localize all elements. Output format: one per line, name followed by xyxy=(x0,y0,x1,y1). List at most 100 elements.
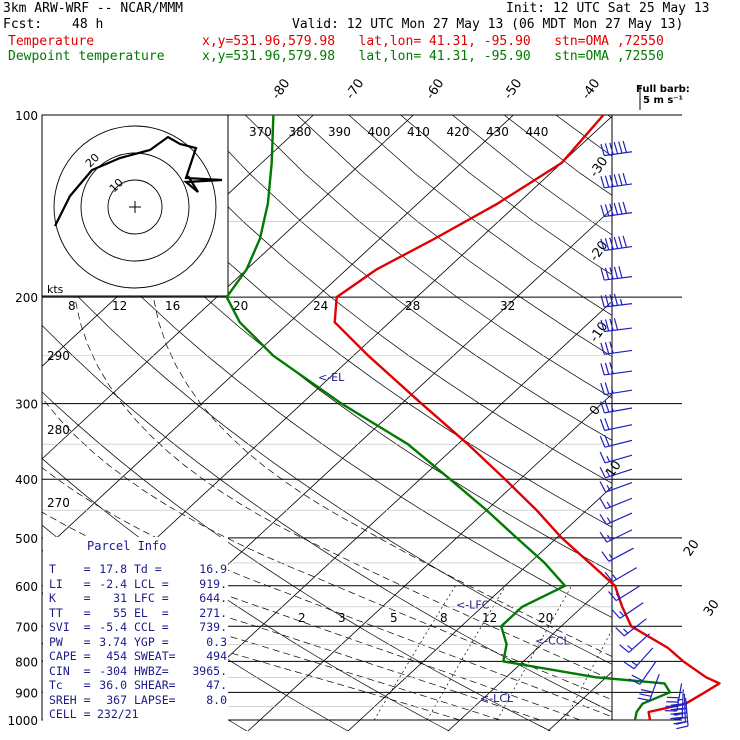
wind-barb-staff xyxy=(604,327,633,333)
wind-barb-flag xyxy=(676,698,683,701)
wind-barb-staff xyxy=(604,424,633,432)
parcel-info-cell: LCL = xyxy=(134,576,169,591)
wind-barb-staff xyxy=(612,567,638,583)
hodograph-ring-10 xyxy=(107,179,163,235)
wind-barb-flag xyxy=(600,382,605,395)
wind-barb-flag xyxy=(609,267,614,280)
forecast-hours: 48 h xyxy=(72,17,104,32)
wind-barb-flag xyxy=(622,140,628,153)
parcel-info-cell: Td = xyxy=(134,562,162,576)
init-time: Init: 12 UTC Sat 25 May 13 xyxy=(506,1,710,16)
isotherm-label-20: 20 xyxy=(681,537,703,559)
wind-barb-staff xyxy=(605,481,633,493)
parcel-info-cell: SHEAR= xyxy=(134,678,176,692)
parcel-info-row: Tc = 36.0 SHEAR= 47. xyxy=(49,678,229,692)
hodograph-scale-label-20: 20 xyxy=(233,299,248,313)
parcel-info-cell: LFC = xyxy=(134,591,169,605)
wind-barb-staff xyxy=(639,661,657,685)
wind-barb-flag xyxy=(623,661,635,670)
moist-adiabat xyxy=(152,297,612,657)
parcel-info-cell: T = xyxy=(49,562,91,576)
wind-barb-flag xyxy=(599,514,607,525)
pressure-label-100: 100 xyxy=(15,109,38,123)
wind-barb-flag xyxy=(600,363,605,376)
wind-barb-flag xyxy=(613,266,619,279)
wind-barb-staff xyxy=(608,547,634,562)
pressure-label-1000: 1000 xyxy=(7,714,38,728)
wind-barb xyxy=(600,293,633,308)
dry-adiabat xyxy=(89,115,612,528)
parcel-info-cell: 494 xyxy=(206,649,227,663)
wind-barb xyxy=(599,481,633,493)
level-annotation: <-LFC xyxy=(456,598,490,611)
mixing-ratio-line xyxy=(373,585,456,721)
dry-adiabat xyxy=(452,115,612,236)
wind-barb-flag xyxy=(604,400,610,413)
level-annotation: <-LCL xyxy=(480,692,514,705)
wind-barb-flag xyxy=(619,298,623,305)
parcel-info-cell: SREH = xyxy=(49,692,91,707)
wind-barb xyxy=(599,418,633,432)
hodograph-trace xyxy=(54,135,223,227)
hodograph-scale-label-24: 24 xyxy=(313,299,328,313)
wind-barb xyxy=(599,451,633,464)
wind-barb-flag xyxy=(606,484,611,491)
wind-barb-flag xyxy=(600,238,605,251)
wind-barb-flag xyxy=(604,342,610,354)
wind-barb-flag xyxy=(608,554,614,560)
wind-barb-flag xyxy=(599,435,606,448)
mixing-ratio-label-2: 2 xyxy=(298,611,306,625)
wind-barb-flag xyxy=(619,644,630,653)
wind-barb xyxy=(628,661,657,685)
wind-barb-flag xyxy=(672,703,685,707)
parcel-info-cell: 3.74 xyxy=(99,634,127,649)
parcel-info-row: CAPE = 454 SWEAT= 494 xyxy=(49,649,229,663)
wind-barb-flag xyxy=(622,235,628,248)
parcel-info-row: SREH = 367 LAPSE= 8.0 xyxy=(49,693,229,707)
isotherm-line xyxy=(42,115,514,553)
pressure-label-800: 800 xyxy=(15,655,38,669)
wind-barb-flag xyxy=(611,609,621,619)
parcel-info-cell: 0.3 xyxy=(206,634,227,649)
wind-barb-flag xyxy=(680,707,687,711)
wind-barb-staff xyxy=(685,698,689,727)
pressure-label-300: 300 xyxy=(15,398,38,412)
wind-barb-flag xyxy=(600,295,605,308)
isotherm-label--30: -30 xyxy=(587,154,611,180)
hodograph-scale-label-32: 32 xyxy=(500,299,515,313)
parcel-info-title: Parcel Info xyxy=(87,539,167,553)
parcel-info-cell: -2.4 xyxy=(99,576,127,591)
wind-barb-flag xyxy=(622,201,628,214)
parcel-info-row: SVI = -5.4 CCL = 739. xyxy=(49,620,229,634)
parcel-info-cell: 16.9 xyxy=(199,562,227,576)
wind-barb-flag xyxy=(609,362,614,374)
hodograph-scale-label-12: 12 xyxy=(112,299,127,313)
parcel-info-cell: -5.4 xyxy=(99,620,127,634)
pressure-label-500: 500 xyxy=(15,532,38,546)
dry-adiabat xyxy=(141,115,612,484)
wind-barb xyxy=(608,585,641,602)
parcel-info-cell: 232/21 xyxy=(97,707,139,721)
wind-barb-flag xyxy=(615,627,625,637)
wind-barb-staff xyxy=(676,683,683,712)
profiles: <-EL <-LFC <-CCL <-LCL xyxy=(225,114,721,721)
wind-barb-staff xyxy=(606,512,633,526)
wind-barb-flag xyxy=(613,202,619,215)
parcel-info-cell: CIN = xyxy=(49,663,91,678)
wind-barb-flag xyxy=(606,517,612,523)
wind-barb-flag xyxy=(631,674,643,682)
wind-barb-flag xyxy=(609,341,614,354)
hodograph-scale-label-8: 8 xyxy=(68,299,76,313)
wind-barb xyxy=(600,235,633,252)
temperature-profile xyxy=(333,114,721,721)
dry-adiabat xyxy=(42,188,612,618)
wind-barb-staff xyxy=(604,276,633,281)
wind-barb-flag xyxy=(618,266,623,279)
plot-frame xyxy=(41,114,613,721)
wind-barb-flag xyxy=(604,238,610,251)
model-title: 3km ARW-WRF -- NCAR/MMM xyxy=(3,1,184,16)
wind-barb-flag xyxy=(604,175,610,188)
dry-adiabat xyxy=(42,257,612,665)
theta-label-380: 380 xyxy=(289,125,312,139)
wind-barb-flag xyxy=(618,141,623,154)
